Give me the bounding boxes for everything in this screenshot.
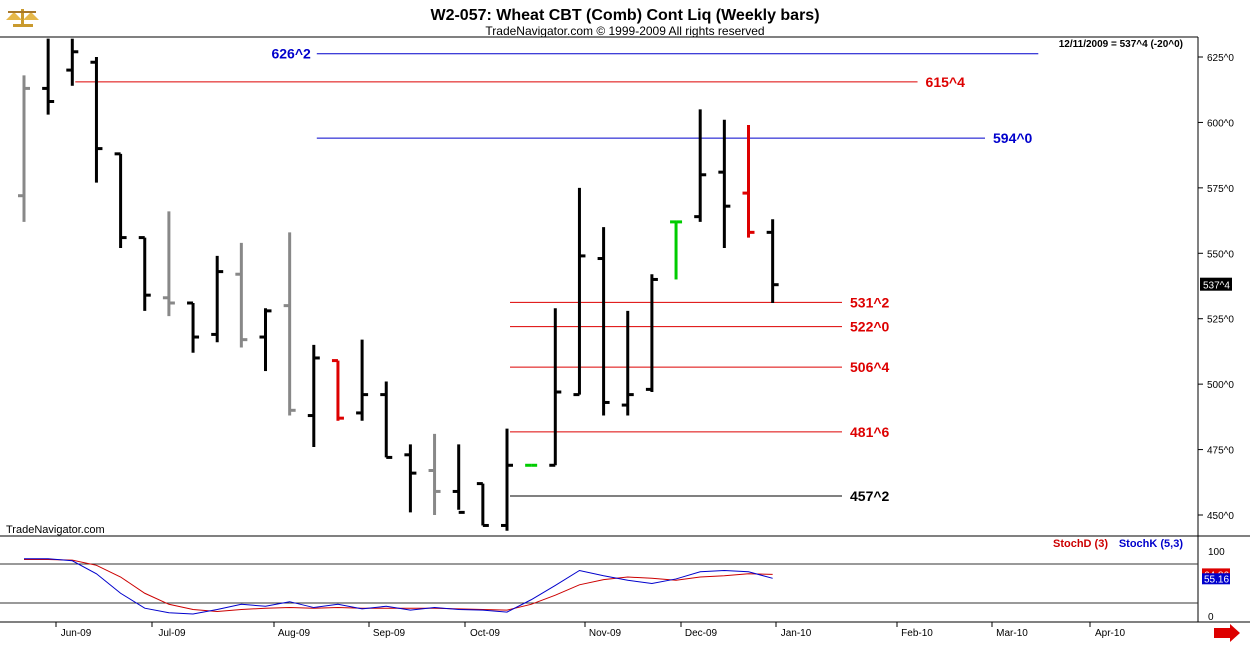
time-tick-label: Sep-09 [373, 628, 406, 639]
stoch-tick-label: 0 [1208, 612, 1214, 623]
stochk-last-value: 55.16 [1204, 574, 1229, 585]
price-bar [66, 38, 79, 86]
level-label: 457^2 [850, 488, 890, 504]
price-bars [18, 38, 779, 531]
price-bar [90, 57, 103, 183]
watermark: TradeNavigator.com [6, 524, 105, 536]
chart-title: W2-057: Wheat CBT (Comb) Cont Liq (Weekl… [430, 7, 819, 24]
price-bar [621, 310, 634, 416]
price-bar [694, 109, 707, 222]
price-bar [307, 344, 320, 447]
level-label: 506^4 [850, 359, 890, 375]
stochd-legend: StochD (3) [1053, 538, 1108, 550]
time-tick-label: Nov-09 [589, 628, 622, 639]
stoch-series-line [24, 558, 773, 615]
time-tick-label: Aug-09 [278, 628, 311, 639]
stochk-legend: StochK (5,3) [1119, 538, 1184, 550]
price-tick-label: 550^0 [1207, 249, 1234, 260]
price-bar [235, 242, 248, 348]
time-tick-label: Jan-10 [781, 628, 812, 639]
level-label: 615^4 [926, 74, 966, 90]
price-bar [211, 255, 224, 343]
time-axis: Jun-09 Jul-09 Aug-09 Sep-09 Oct-09 Nov-09 Dec-… [55, 622, 1125, 639]
time-tick-label: Jul-09 [158, 628, 186, 639]
level-lines: 626^2 615^4 594^0 531^2 522^0 506^4 481^6 457^2 [75, 46, 1039, 504]
price-bar [501, 428, 513, 531]
price-bar [404, 444, 417, 513]
price-bar [573, 187, 586, 397]
price-tick-label: 575^0 [1207, 184, 1234, 195]
time-tick-label: Dec-09 [685, 628, 718, 639]
price-bar [114, 152, 127, 249]
price-bar [42, 38, 55, 115]
price-bar [356, 339, 369, 421]
price-tick-label: 450^0 [1207, 511, 1234, 522]
price-bar [259, 308, 272, 372]
price-bar [380, 381, 393, 459]
price-bar [283, 232, 296, 416]
price-bar [162, 211, 175, 317]
price-bar [452, 444, 465, 514]
price-bar [670, 220, 683, 280]
price-axis: 450^0 475^0 500^0 525^0 550^0 575^0 600^0 625^0… [1198, 53, 1234, 522]
scales-logo-icon [6, 9, 39, 27]
price-bar [718, 119, 731, 249]
level-label: 626^2 [271, 46, 311, 62]
price-tick-label: 525^0 [1207, 315, 1234, 326]
price-bar [766, 219, 779, 304]
time-tick-label: Feb-10 [901, 628, 933, 639]
level-label: 481^6 [850, 424, 890, 440]
level-label: 594^0 [993, 130, 1033, 146]
level-label: 522^0 [850, 319, 890, 335]
price-bar [742, 125, 755, 238]
price-tick-label: 500^0 [1207, 380, 1234, 391]
price-bar [476, 482, 489, 527]
price-bar [187, 301, 200, 353]
price-bar [138, 236, 151, 311]
time-tick-label: Oct-09 [470, 628, 500, 639]
last-price-label: 537^4 [1203, 281, 1230, 292]
last-bar-status: 12/11/2009 = 537^4 (-20^0) [1059, 39, 1183, 50]
price-panel-frame [0, 36, 1250, 623]
stochk-last-box [1202, 573, 1230, 585]
price-bar [549, 308, 562, 467]
price-tick-label: 625^0 [1207, 53, 1234, 64]
level-label: 531^2 [850, 294, 890, 310]
time-tick-label: Mar-10 [996, 628, 1028, 639]
price-bar [331, 359, 344, 421]
price-bar [18, 75, 30, 222]
price-bar [428, 433, 441, 515]
time-tick-label: Jun-09 [61, 628, 92, 639]
chart-subtitle: TradeNavigator.com © 1999-2009 All right… [485, 24, 764, 38]
scroll-right-arrow-icon[interactable] [1214, 624, 1240, 642]
stoch-tick-label: 100 [1208, 547, 1225, 558]
price-tick-label: 475^0 [1207, 446, 1234, 457]
time-tick-label: Apr-10 [1095, 628, 1125, 639]
price-bar [597, 227, 610, 416]
price-tick-label: 600^0 [1207, 118, 1234, 129]
last-price-box [1200, 277, 1232, 291]
price-bar [645, 274, 658, 392]
